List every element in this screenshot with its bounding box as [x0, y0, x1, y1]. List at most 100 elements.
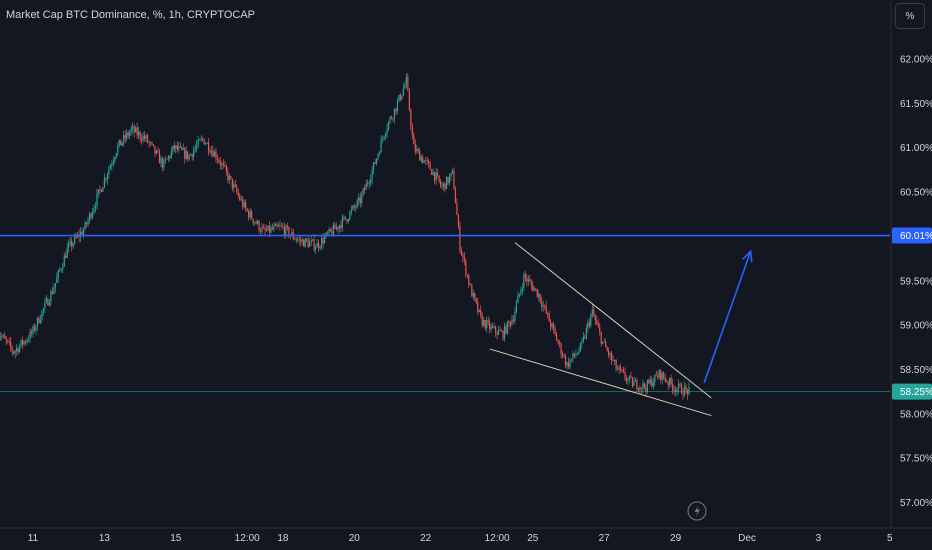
lightning-icon-glyph — [694, 505, 700, 517]
candle-body — [138, 131, 140, 136]
candle-body — [50, 291, 52, 303]
candle-body — [576, 353, 579, 355]
chart-title: Market Cap BTC Dominance, %, 1h, CRYPTOC… — [6, 9, 256, 21]
candle-body — [160, 158, 162, 164]
candle-body — [515, 302, 518, 313]
candle-body — [444, 183, 446, 190]
candle-body — [460, 250, 462, 255]
candle-body — [381, 138, 384, 140]
candle-body — [578, 350, 580, 354]
y-tick-label: 61.00% — [900, 143, 932, 154]
candle-body — [133, 126, 135, 133]
candle-body — [547, 313, 549, 314]
candle-body — [261, 227, 263, 232]
candle-body — [364, 188, 366, 190]
lightning-icon[interactable] — [687, 501, 707, 521]
wedge-lower-trendline[interactable] — [489, 348, 712, 417]
candle-body — [401, 95, 403, 100]
candle-body — [575, 354, 577, 356]
candle-body — [355, 207, 357, 208]
candle-body — [669, 377, 671, 385]
candle-body — [666, 381, 668, 382]
candle-body — [276, 224, 278, 227]
candle-body — [621, 369, 623, 371]
candle-body — [398, 94, 400, 102]
projection-arrow-head — [742, 249, 753, 263]
candle-body — [236, 186, 238, 193]
candle-body — [548, 313, 550, 322]
x-tick-label: 15 — [170, 533, 182, 544]
candle-body — [493, 326, 495, 328]
wedge-upper-trendline[interactable] — [514, 242, 712, 399]
candle-body — [518, 293, 521, 296]
candle-body — [434, 172, 436, 181]
candle-body — [334, 224, 336, 229]
candle-body — [438, 175, 440, 182]
candle-body — [96, 193, 98, 207]
candle-body — [352, 205, 354, 210]
candle-body — [459, 226, 461, 251]
candle-body — [538, 294, 540, 297]
time-axis[interactable]: 11 13 15 12:00 18 20 22 12:00 25 27 29 Dec 3 5 — [0, 527, 932, 544]
candle-body — [410, 110, 412, 127]
candle-body — [53, 288, 55, 294]
candle-body — [535, 288, 537, 290]
candle-body — [423, 160, 425, 163]
candle-body — [126, 132, 128, 139]
candle-body — [170, 151, 172, 158]
candle-body — [550, 321, 552, 328]
candle-body — [161, 158, 164, 168]
y-tick-label: 62.00% — [900, 55, 932, 66]
candle-body — [103, 178, 105, 188]
candle-body — [349, 211, 351, 220]
candle-body — [560, 343, 562, 355]
candle-body — [370, 179, 372, 183]
candle-body — [545, 305, 547, 314]
candle-body — [466, 274, 468, 276]
candle-body — [593, 309, 595, 316]
candle-body — [386, 128, 388, 134]
candle-body — [383, 136, 385, 139]
candle-body — [413, 135, 415, 145]
candle-body — [194, 148, 196, 151]
candle-body — [584, 336, 586, 339]
candle-body — [664, 377, 666, 382]
candle-body — [407, 76, 409, 91]
candle-body — [140, 138, 143, 141]
candle-body — [59, 269, 61, 271]
candle-body — [60, 269, 62, 271]
candle-body — [4, 335, 6, 339]
candle-body — [599, 327, 601, 333]
candle-body — [188, 155, 190, 160]
price-axis[interactable]: 62.00%61.50%61.00%60.50%60.00%59.50%59.0… — [890, 0, 932, 528]
candle-body — [425, 159, 427, 161]
candle-body — [331, 231, 333, 235]
candle-body — [85, 222, 88, 225]
candle-body — [603, 341, 605, 343]
candle-body — [675, 389, 677, 392]
candle-body — [637, 389, 640, 391]
projection-arrow[interactable] — [703, 251, 752, 384]
candle-body — [556, 333, 558, 341]
candle-body — [634, 380, 637, 382]
candle-body — [567, 362, 570, 367]
candle-body — [553, 324, 555, 329]
candle-body — [597, 323, 599, 328]
candle-body — [304, 238, 306, 247]
y-tick-label: 60.50% — [900, 188, 932, 199]
price-axis-unit-button[interactable]: % — [895, 3, 925, 29]
candle-body — [234, 184, 236, 187]
candle-body — [497, 330, 500, 335]
candle-body — [71, 241, 73, 247]
candle-body — [27, 339, 30, 341]
candle-body — [17, 348, 19, 352]
candle-body — [201, 138, 204, 140]
candle-body — [310, 240, 312, 243]
candle-body — [115, 153, 117, 158]
candle-body — [245, 202, 247, 209]
candle-body — [405, 76, 407, 85]
candle-body — [432, 172, 434, 175]
candle-body — [374, 162, 376, 164]
candle-body — [209, 151, 211, 153]
